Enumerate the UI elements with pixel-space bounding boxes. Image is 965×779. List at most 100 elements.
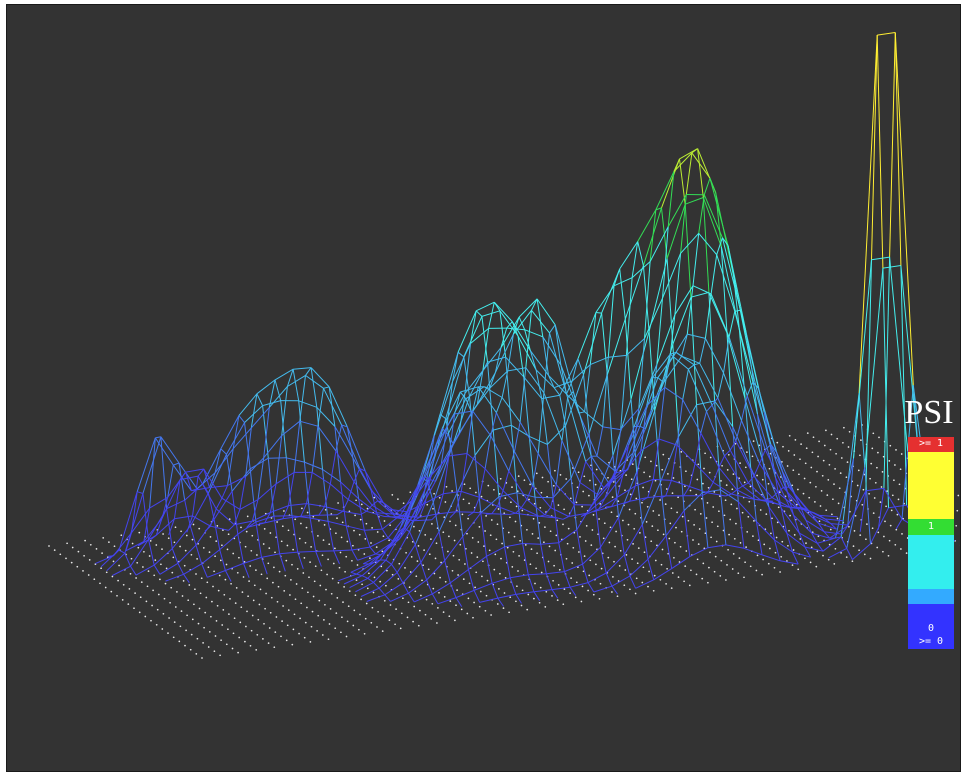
grid-dot <box>701 577 704 580</box>
grid-dot <box>364 617 367 620</box>
grid-dot <box>502 607 505 609</box>
mesh-segment <box>729 440 737 451</box>
grid-dot <box>348 510 351 513</box>
mesh-segment <box>210 508 217 527</box>
grid-dot <box>190 633 193 636</box>
mesh-segment <box>636 471 643 525</box>
mesh-segment <box>350 571 357 575</box>
mesh-segment <box>499 310 507 358</box>
mesh-segment <box>464 343 471 394</box>
mesh-segment <box>563 571 571 588</box>
mesh-segment <box>741 395 748 421</box>
grid-dot <box>498 588 500 590</box>
mesh-segment <box>131 491 138 533</box>
mesh-segment <box>274 368 294 381</box>
grid-dot <box>776 521 779 524</box>
mesh-segment <box>447 398 467 435</box>
grid-dot <box>866 523 868 525</box>
grid-dot <box>149 540 152 542</box>
grid-dot <box>418 529 421 532</box>
grid-dot <box>399 627 402 630</box>
mesh-segment <box>561 397 569 441</box>
mesh-segment <box>263 435 283 459</box>
mesh-segment <box>482 328 490 371</box>
mesh-segment <box>665 510 685 537</box>
grid-dot <box>517 570 519 572</box>
grid-dot <box>575 581 578 584</box>
mesh-segment <box>411 479 431 518</box>
mesh-segment <box>467 511 474 517</box>
mesh-segment <box>600 547 607 574</box>
mesh-segment <box>559 358 579 396</box>
mesh-segment <box>360 587 380 597</box>
mesh-segment <box>629 497 648 502</box>
mesh-segment <box>703 178 711 195</box>
mesh-segment <box>282 505 289 519</box>
grid-dot <box>752 535 754 537</box>
mesh-segment <box>448 453 468 457</box>
grid-dot <box>221 544 223 547</box>
mesh-segment <box>280 400 287 458</box>
grid-dot <box>645 521 648 523</box>
grid-dot <box>226 548 229 551</box>
grid-dot <box>539 586 542 589</box>
grid-dot <box>851 560 854 563</box>
grid-dot <box>276 600 279 603</box>
grid-dot <box>600 487 603 490</box>
mesh-segment <box>623 524 643 556</box>
grid-dot <box>659 578 662 581</box>
grid-dot <box>249 644 252 647</box>
grid-dot <box>814 501 816 503</box>
mesh-segment <box>598 498 606 510</box>
grid-dot <box>762 558 764 561</box>
grid-dot <box>353 609 356 612</box>
mesh-segment <box>623 554 631 577</box>
mesh-segment <box>431 593 439 605</box>
mesh-segment <box>455 597 463 607</box>
grid-dot <box>897 498 900 501</box>
grid-dot <box>503 512 506 515</box>
grid-dot <box>579 536 581 538</box>
grid-dot <box>238 556 240 559</box>
grid-dot <box>213 650 216 653</box>
grid-dot <box>397 578 400 580</box>
grid-dot <box>173 541 176 544</box>
grid-dot <box>677 496 679 499</box>
grid-dot <box>514 520 517 523</box>
grid-dot <box>632 543 634 545</box>
grid-dot <box>656 544 658 547</box>
grid-dot <box>234 602 237 604</box>
mesh-segment <box>300 503 307 517</box>
mesh-segment <box>415 435 435 490</box>
grid-dot <box>509 596 512 599</box>
grid-dot <box>263 528 266 530</box>
grid-dot <box>182 580 185 582</box>
grid-dot <box>369 557 371 559</box>
mesh-segment <box>275 435 283 484</box>
grid-dot <box>140 581 143 583</box>
mesh-segment <box>596 426 604 457</box>
mesh-segment <box>548 375 555 388</box>
grid-dot <box>734 442 737 445</box>
grid-dot <box>257 618 260 621</box>
grid-dot <box>666 567 668 570</box>
mesh-segment <box>684 204 692 298</box>
mesh-segment <box>619 241 639 270</box>
grid-dot <box>180 610 183 612</box>
grid-dot <box>252 599 255 602</box>
mesh-segment <box>834 458 854 539</box>
mesh-segment <box>669 353 689 370</box>
grid-dot <box>433 572 436 575</box>
grid-dot <box>431 523 433 525</box>
mesh-segment <box>518 298 538 318</box>
mesh-segment <box>424 475 432 504</box>
mesh-segment <box>324 483 331 507</box>
mesh-segment <box>153 548 173 566</box>
mesh-segment <box>154 437 174 466</box>
grid-dot <box>581 505 583 508</box>
grid-dot <box>352 624 355 627</box>
grid-dot <box>381 550 384 553</box>
mesh-segment <box>540 544 547 574</box>
grid-dot <box>324 603 326 606</box>
grid-dot <box>846 461 849 463</box>
